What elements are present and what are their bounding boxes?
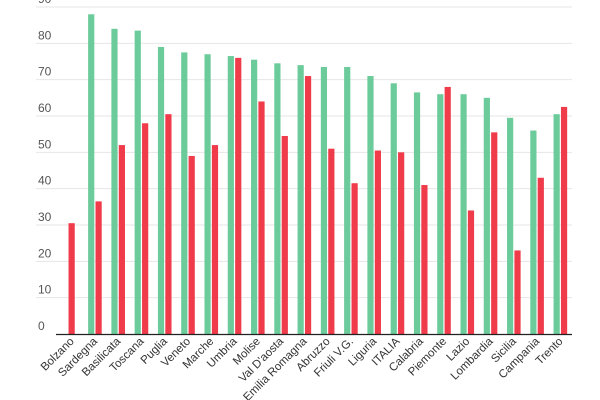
bar-red-7: [235, 57, 242, 334]
bar-red-9: [281, 135, 288, 334]
bar-red-13: [374, 150, 381, 334]
bar-red-18: [491, 132, 498, 334]
bar-green-13: [367, 76, 374, 335]
bar-red-12: [351, 183, 358, 334]
y-axis-tick-labels: 0 10 20 30 40 50 60 70 80 90: [38, 0, 52, 333]
bar-green-10: [297, 65, 304, 334]
bar-green-11: [320, 66, 328, 334]
bar-red-21: [560, 106, 568, 335]
y-tick-label-10: 10: [38, 283, 52, 297]
gridlines: [36, 6, 572, 299]
y-tick-label-50: 50: [38, 137, 52, 151]
y-tick-label-90: 90: [38, 0, 52, 6]
y-tick-label-20: 20: [38, 246, 52, 260]
bar-green-4: [157, 46, 165, 334]
bar-red-15: [421, 185, 428, 334]
x-category-label: Trento: [534, 336, 566, 368]
bar-red-1: [95, 201, 102, 334]
bar-green-1: [88, 14, 95, 335]
y-tick-label-70: 70: [38, 65, 52, 79]
y-tick-label-30: 30: [38, 210, 52, 224]
bar-red-5: [188, 155, 195, 334]
bar-green-12: [344, 66, 351, 334]
bar-green-21: [553, 114, 560, 334]
bar-red-16: [444, 86, 451, 334]
bar-green-7: [227, 56, 234, 335]
bar-green-20: [530, 130, 537, 334]
x-axis-category-labels: BolzanoSardegnaBasilicataToscanaPugliaVe…: [39, 335, 566, 400]
bar-green-14: [390, 83, 397, 334]
bar-green-19: [507, 117, 514, 334]
bar-green-2: [111, 28, 118, 335]
bar-red-0: [68, 223, 75, 334]
bar-red-3: [142, 123, 149, 335]
y-tick-label-60: 60: [38, 101, 52, 115]
bar-green-3: [134, 30, 141, 334]
bar-red-11: [328, 148, 335, 334]
bar-red-10: [304, 76, 312, 335]
y-tick-label-80: 80: [38, 28, 52, 42]
bar-green-8: [251, 59, 258, 334]
bar-red-19: [514, 250, 521, 334]
bar-green-6: [204, 54, 211, 334]
bars: [68, 14, 568, 335]
bar-red-20: [537, 177, 544, 334]
bar-red-2: [118, 145, 125, 334]
bar-red-4: [165, 114, 172, 334]
bar-green-18: [483, 97, 490, 334]
bar-red-6: [211, 145, 219, 334]
bar-red-17: [467, 210, 475, 334]
bar-green-17: [460, 94, 467, 334]
bar-green-9: [274, 63, 281, 335]
bar-green-5: [181, 52, 188, 335]
bar-green-16: [437, 94, 444, 334]
y-tick-label-0: 0: [38, 319, 45, 333]
y-tick-label-40: 40: [38, 174, 52, 188]
bar-green-15: [413, 92, 421, 334]
bar-red-14: [398, 152, 405, 334]
bar-red-8: [258, 101, 265, 334]
